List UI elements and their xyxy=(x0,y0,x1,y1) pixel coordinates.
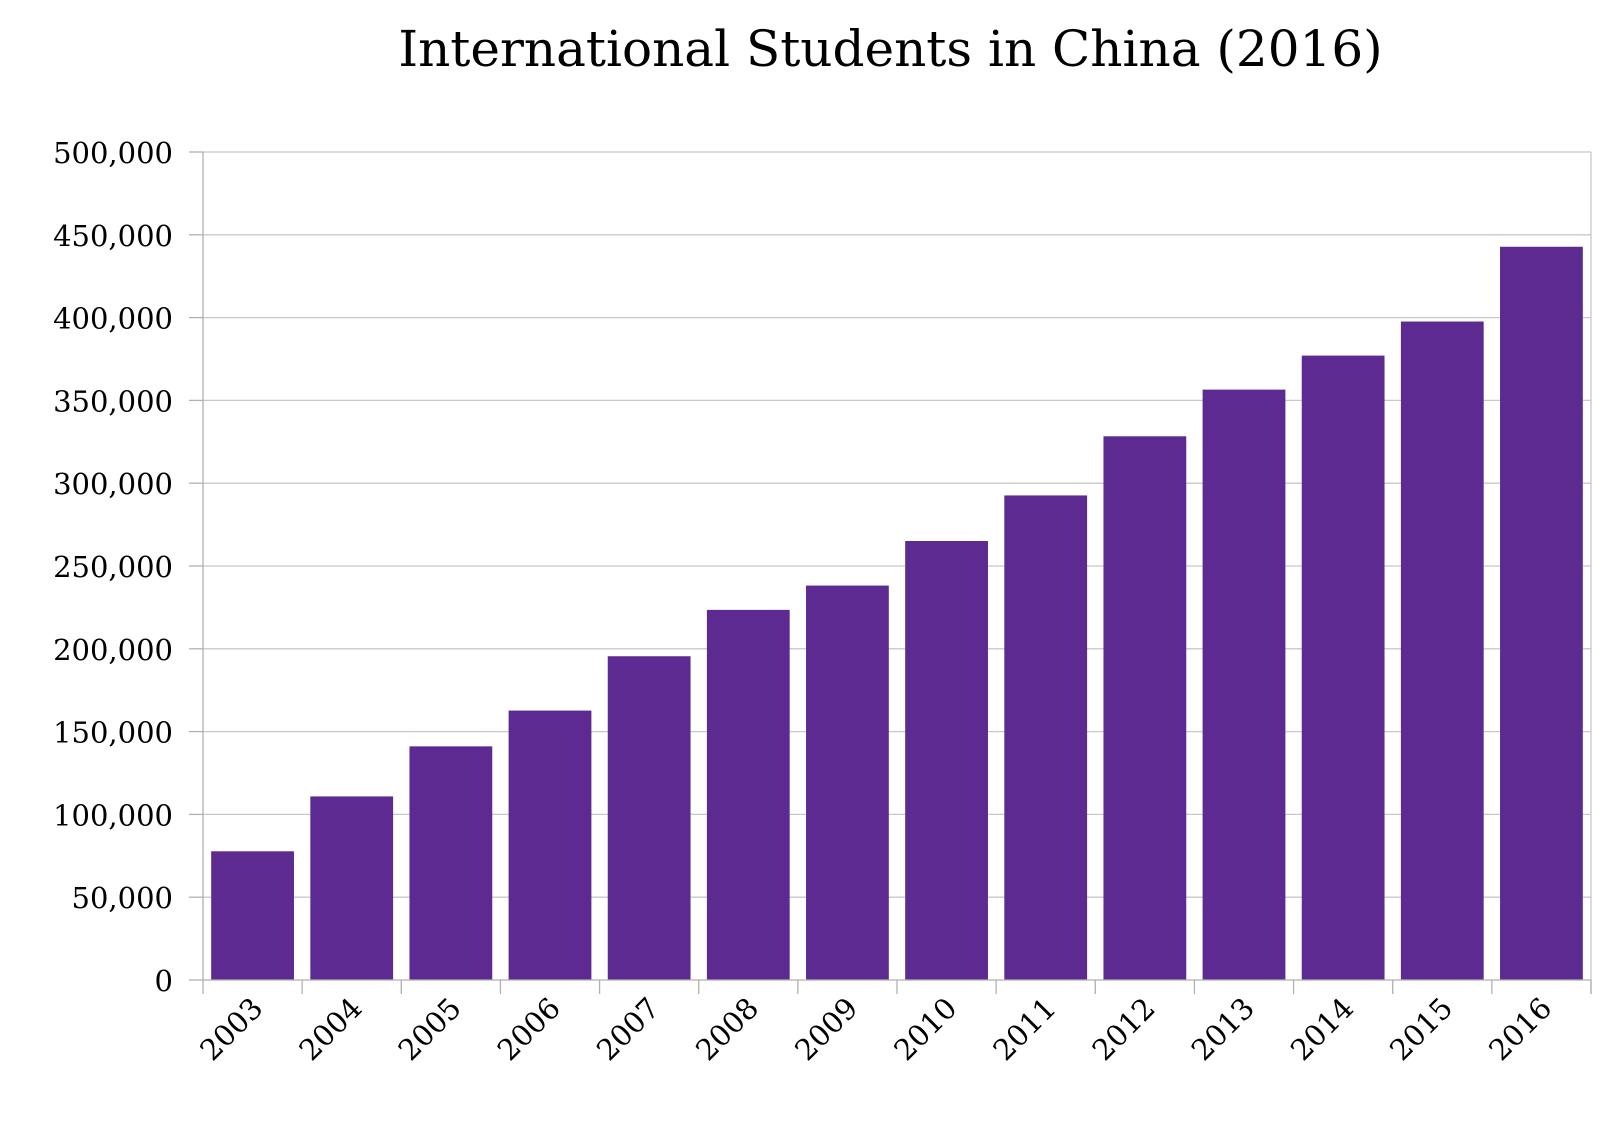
x-tick-label: 2016 xyxy=(1482,991,1558,1067)
y-tick-label: 400,000 xyxy=(53,302,173,336)
x-tick-label: 2003 xyxy=(193,991,269,1067)
bar-2013 xyxy=(1202,389,1286,980)
bar-2007 xyxy=(607,656,691,980)
y-tick-label: 200,000 xyxy=(53,633,173,667)
y-tick-label: 250,000 xyxy=(53,550,173,584)
x-tick-label: 2011 xyxy=(986,991,1062,1067)
x-tick-label: 2007 xyxy=(590,991,666,1067)
bars xyxy=(211,246,1583,980)
x-tick-label: 2012 xyxy=(1086,991,1162,1067)
x-tick-label: 2010 xyxy=(887,991,963,1067)
chart-title: International Students in China (2016) xyxy=(398,20,1383,78)
bar-2015 xyxy=(1400,321,1484,980)
y-tick-label: 50,000 xyxy=(72,881,173,915)
bar-2010 xyxy=(905,541,988,980)
y-tick-label: 300,000 xyxy=(53,467,173,501)
y-tick-labels: 0 50,000 100,000 150,000 200,000 250,000 300,0… xyxy=(53,136,173,998)
y-tick-label: 450,000 xyxy=(53,219,173,253)
bar-2008 xyxy=(706,609,790,980)
bar-2009 xyxy=(806,585,889,980)
x-tick-label: 2009 xyxy=(788,991,864,1067)
x-tick-label: 2005 xyxy=(392,991,468,1067)
x-tick-label: 2004 xyxy=(292,991,368,1067)
axes xyxy=(189,151,1592,994)
bar-2011 xyxy=(1004,495,1088,980)
bar-2005 xyxy=(409,746,493,980)
bar-2014 xyxy=(1301,355,1385,980)
x-tick-label: 2014 xyxy=(1284,991,1360,1067)
bar-2003 xyxy=(211,851,294,980)
x-tick-label: 2013 xyxy=(1185,991,1261,1067)
bar-2004 xyxy=(310,796,394,980)
y-tick-label: 150,000 xyxy=(53,716,173,750)
x-tick-label: 2015 xyxy=(1383,991,1459,1067)
x-tick-labels: 2003 2004 2005 2006 2007 2008 2009 2010 2011 2012… xyxy=(193,991,1558,1067)
bar-2012 xyxy=(1103,436,1187,980)
x-tick-label: 2008 xyxy=(689,991,765,1067)
y-tick-label: 350,000 xyxy=(53,384,173,418)
y-tick-label: 100,000 xyxy=(53,798,173,832)
bar-2006 xyxy=(508,710,592,980)
bar-2016 xyxy=(1500,246,1583,980)
x-tick-label: 2006 xyxy=(491,991,567,1067)
y-tick-label: 500,000 xyxy=(53,136,173,170)
y-tick-label: 0 xyxy=(155,964,173,998)
